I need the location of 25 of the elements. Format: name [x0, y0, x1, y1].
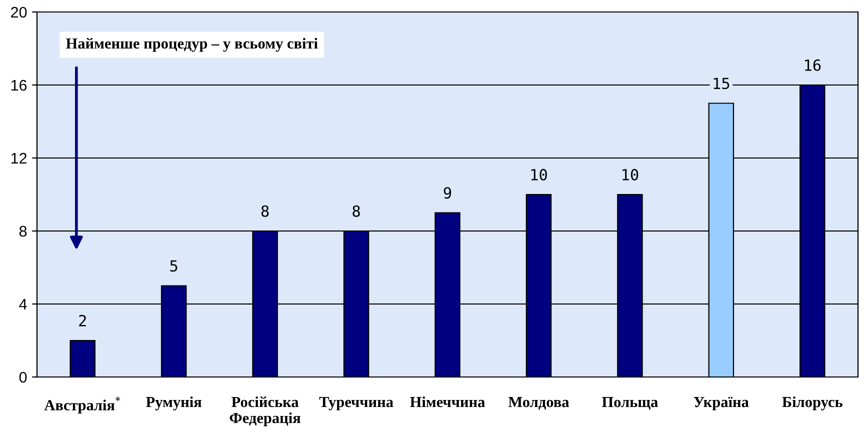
data-label: 15	[714, 78, 730, 90]
x-tick-label: Молдова	[508, 397, 570, 410]
annotation: Найменше процедур – у всьому світі	[66, 38, 318, 52]
data-label: 2	[79, 314, 86, 326]
y-tick-label: 0	[19, 372, 27, 383]
data-label: 8	[261, 205, 269, 217]
x-tick-label: Туреччина	[319, 397, 394, 410]
x-tick-label: Російська Федерація	[230, 396, 300, 426]
y-tick-label: 8	[19, 226, 27, 237]
data-label: 16	[805, 59, 821, 71]
x-tick-label: Румунія	[146, 396, 202, 410]
data-label: 9	[444, 187, 452, 199]
data-label: 10	[531, 168, 547, 180]
y-tick-label: 20	[11, 6, 27, 18]
y-tick-label: 16	[11, 80, 27, 91]
data-label: 10	[622, 168, 638, 180]
y-tick-label: 4	[19, 299, 27, 310]
x-tick-label: Австралія$^{*}$	[44, 396, 120, 414]
x-tick-label: Україна	[694, 396, 749, 410]
x-tick-label: Німеччина	[410, 396, 485, 408]
x-tick-label: Польща	[602, 397, 658, 410]
data-label: 8	[352, 205, 360, 217]
x-tick-label: Білорусь	[782, 396, 842, 410]
data-label: 5	[170, 260, 178, 272]
y-tick-label: 12	[11, 152, 27, 164]
